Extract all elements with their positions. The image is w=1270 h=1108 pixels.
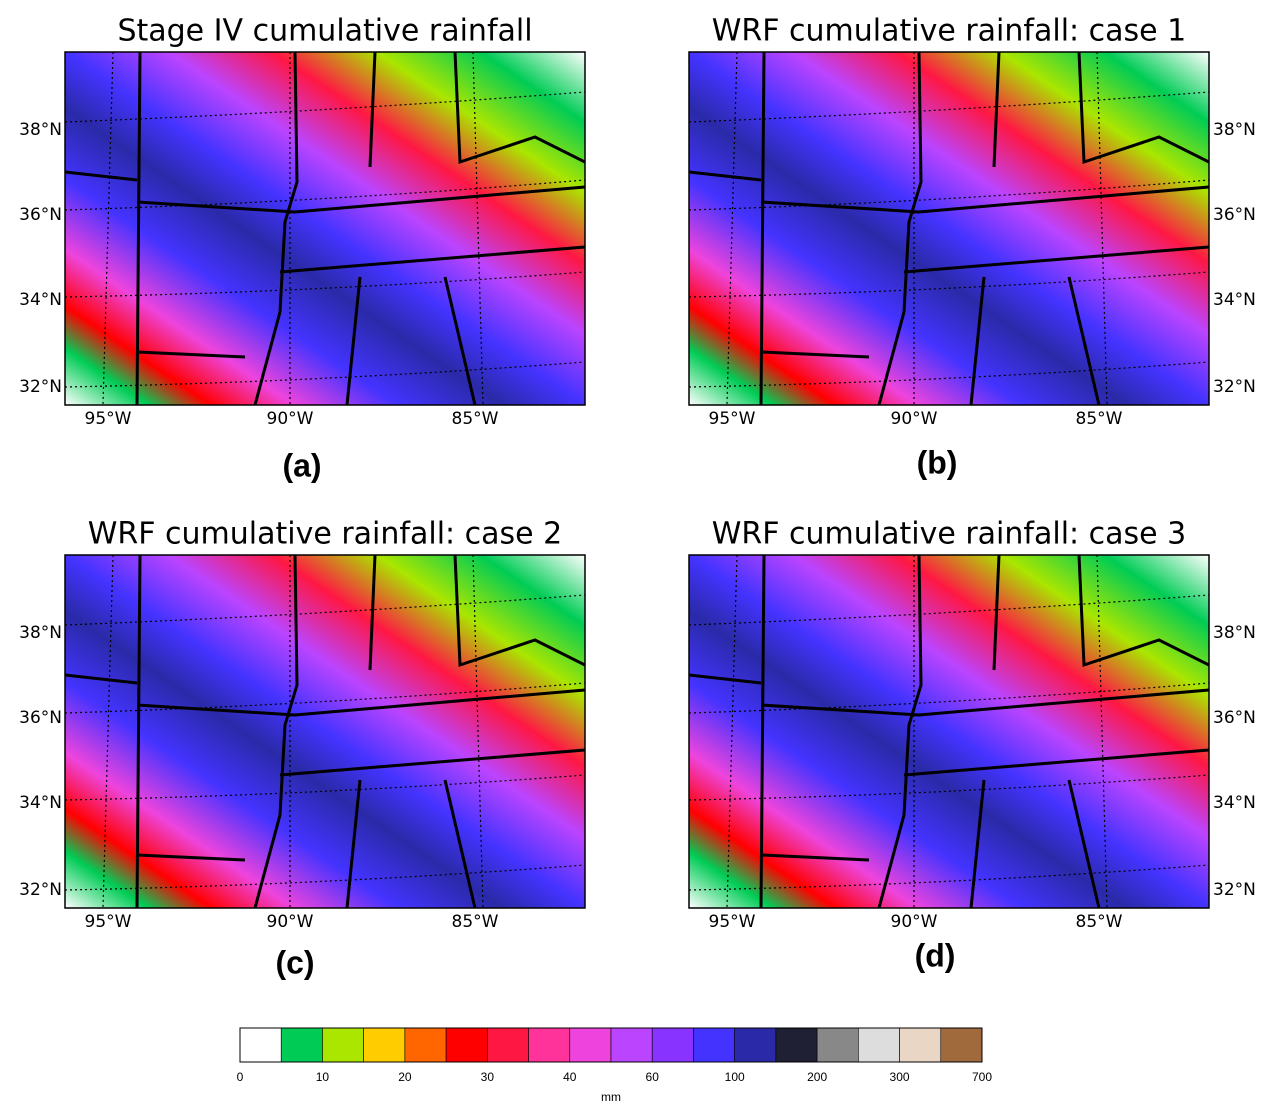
lon-label: 85°W [452, 912, 499, 932]
colorbar-swatch [734, 1027, 777, 1063]
rainfall-map [65, 52, 585, 405]
panel-label: (c) [275, 944, 314, 980]
lat-label: 32°N [1213, 880, 1256, 900]
colorbar-swatch [487, 1027, 529, 1063]
rainfall-map [689, 52, 1209, 405]
lat-label: 36°N [1213, 708, 1256, 728]
map-frame [688, 554, 1210, 909]
map-frame [64, 51, 586, 406]
colorbar-swatch [239, 1027, 282, 1063]
panel-title: WRF cumulative rainfall: case 1 [712, 14, 1187, 49]
colorbar-swatch [569, 1027, 612, 1063]
colorbar-swatch [280, 1027, 323, 1063]
panel-label: (b) [917, 444, 958, 480]
colorbar-tick: 40 [563, 1070, 577, 1084]
lon-label: 95°W [85, 409, 132, 429]
lat-label: 34°N [19, 793, 62, 813]
colorbar-tick: 700 [972, 1070, 992, 1084]
panel-label: (a) [282, 447, 321, 483]
colorbar-tick: 300 [890, 1070, 910, 1084]
lon-label: 95°W [85, 912, 132, 932]
colorbar-tick: 20 [398, 1070, 412, 1084]
lat-label: 34°N [1213, 793, 1256, 813]
lon-label: 90°W [891, 409, 938, 429]
lon-label: 85°W [1076, 409, 1123, 429]
lat-label: 34°N [1213, 290, 1256, 310]
colorbar-tick: 0 [237, 1070, 244, 1084]
lat-label: 38°N [1213, 623, 1256, 643]
colorbar-swatch [322, 1027, 364, 1063]
lat-label: 36°N [1213, 205, 1256, 225]
colorbar-swatch [445, 1027, 488, 1063]
lat-label: 36°N [19, 205, 62, 225]
map-frame [64, 554, 586, 909]
colorbar-swatch [816, 1027, 859, 1063]
colorbar-swatch [404, 1027, 447, 1063]
lat-label: 34°N [19, 290, 62, 310]
panel-title: WRF cumulative rainfall: case 2 [88, 517, 563, 552]
lon-label: 90°W [891, 912, 938, 932]
colorbar-swatch [528, 1027, 571, 1063]
colorbar-frame [239, 1027, 983, 1063]
lon-label: 95°W [709, 912, 756, 932]
colorbar-tick: 60 [646, 1070, 660, 1084]
lat-label: 32°N [19, 377, 62, 397]
lat-label: 32°N [1213, 377, 1256, 397]
colorbar-swatch [693, 1027, 735, 1063]
lat-label: 38°N [19, 120, 62, 140]
colorbar-swatch [940, 1027, 983, 1063]
colorbar-tick: 100 [725, 1070, 745, 1084]
colorbar-tick: 200 [807, 1070, 827, 1084]
panel-title: Stage IV cumulative rainfall [117, 14, 532, 49]
colorbar-tick: 30 [481, 1070, 495, 1084]
lat-label: 38°N [19, 623, 62, 643]
colorbar-swatch [775, 1027, 818, 1063]
rainfall-map [689, 555, 1209, 908]
lon-label: 95°W [709, 409, 756, 429]
colorbar-tick: 10 [316, 1070, 330, 1084]
colorbar-unit: mm [601, 1090, 621, 1104]
lon-label: 90°W [267, 409, 314, 429]
colorbar-swatch [899, 1027, 942, 1063]
lat-label: 32°N [19, 880, 62, 900]
panel-label: (d) [915, 937, 956, 973]
lat-label: 38°N [1213, 120, 1256, 140]
lon-label: 85°W [452, 409, 499, 429]
colorbar-swatch [651, 1027, 694, 1063]
lon-label: 85°W [1076, 912, 1123, 932]
panel-title: WRF cumulative rainfall: case 3 [712, 517, 1187, 552]
colorbar-swatch [858, 1027, 900, 1063]
map-frame [688, 51, 1210, 406]
rainfall-map [65, 555, 585, 908]
colorbar-swatch [610, 1027, 653, 1063]
lon-label: 90°W [267, 912, 314, 932]
colorbar-swatch [363, 1027, 406, 1063]
lat-label: 36°N [19, 708, 62, 728]
